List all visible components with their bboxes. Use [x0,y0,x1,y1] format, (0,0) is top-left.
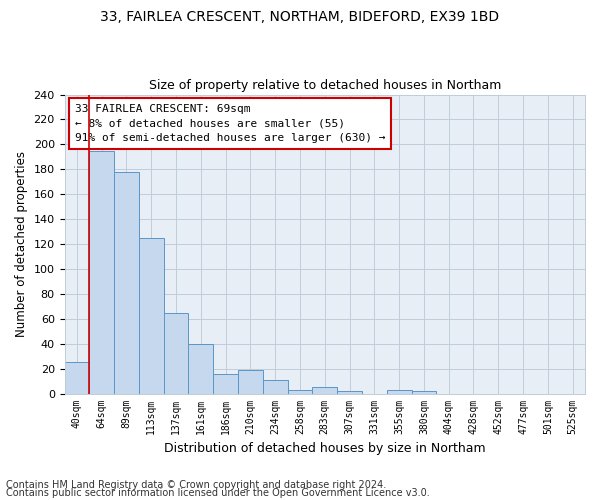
Bar [287,390,313,394]
Y-axis label: Number of detached properties: Number of detached properties [15,151,28,337]
Text: Contains HM Land Registry data © Crown copyright and database right 2024.: Contains HM Land Registry data © Crown c… [6,480,386,490]
Bar [139,238,164,394]
Bar [164,312,188,394]
Text: 33, FAIRLEA CRESCENT, NORTHAM, BIDEFORD, EX39 1BD: 33, FAIRLEA CRESCENT, NORTHAM, BIDEFORD,… [100,10,500,24]
X-axis label: Distribution of detached houses by size in Northam: Distribution of detached houses by size … [164,442,485,455]
Bar [114,172,139,394]
Text: 33 FAIRLEA CRESCENT: 69sqm
← 8% of detached houses are smaller (55)
91% of semi-: 33 FAIRLEA CRESCENT: 69sqm ← 8% of detac… [75,104,385,143]
Bar [412,391,436,394]
Bar [313,388,337,394]
Bar [89,150,114,394]
Title: Size of property relative to detached houses in Northam: Size of property relative to detached ho… [149,79,501,92]
Bar [188,344,213,394]
Bar [65,362,89,394]
Bar [263,380,287,394]
Bar [238,370,263,394]
Bar [337,391,362,394]
Text: Contains public sector information licensed under the Open Government Licence v3: Contains public sector information licen… [6,488,430,498]
Bar [387,390,412,394]
Bar [213,374,238,394]
